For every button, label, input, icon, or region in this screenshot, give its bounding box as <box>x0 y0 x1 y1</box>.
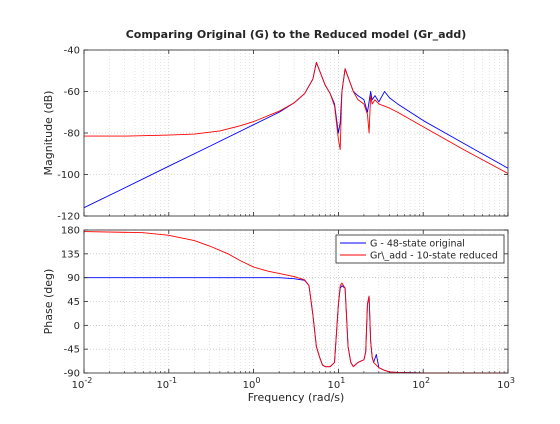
x-tick-label: 102 <box>412 376 430 391</box>
x-tick-label: 10-1 <box>156 376 177 391</box>
x-tick-label: 101 <box>327 376 345 391</box>
phase-y-tick-label: 0 <box>74 321 80 332</box>
chart-title: Comparing Original (G) to the Reduced mo… <box>126 28 467 41</box>
phase-y-tick-label: 90 <box>67 273 80 284</box>
x-tick-label: 100 <box>243 376 261 391</box>
magnitude-y-tick-label: -120 <box>57 212 80 223</box>
phase-axes: 10-2 10-1 100 101 102 103-90-4504590135180Pha… <box>42 226 515 405</box>
legend-entry: Gr\_add - 10-state reduced <box>370 251 498 262</box>
phase-y-tick-label: 45 <box>67 297 80 308</box>
legend-entry: G - 48-state original <box>370 239 465 250</box>
magnitude-plot-area <box>84 50 508 216</box>
magnitude-axes: -120 -100 -80 -60 -40 Comparing Original (G) … <box>42 28 509 223</box>
magnitude-y-tick-label: -40 <box>64 46 80 57</box>
phase-y-tick-label: -45 <box>64 345 80 356</box>
magnitude-y-tick-label: -80 <box>64 129 80 140</box>
magnitude-y-tick-label: -100 <box>57 170 80 181</box>
phase-y-tick-label: 180 <box>61 226 80 237</box>
legend-box <box>335 234 505 264</box>
x-tick-label: 103 <box>497 376 515 391</box>
phase-reduced-line <box>83 231 508 374</box>
magnitude-reduced-line <box>84 62 509 174</box>
phase-y-axis-label: Phase (deg) <box>42 269 55 335</box>
phase-y-tick-label: 135 <box>61 249 80 260</box>
phase-y-tick-label: -90 <box>64 369 80 380</box>
magnitude-y-axis-label: Magnitude (dB) <box>42 91 55 176</box>
magnitude-grid <box>83 49 509 217</box>
x-axis-label: Frequency (rad/s) <box>248 391 345 404</box>
magnitude-y-tick-label: -60 <box>64 87 80 98</box>
